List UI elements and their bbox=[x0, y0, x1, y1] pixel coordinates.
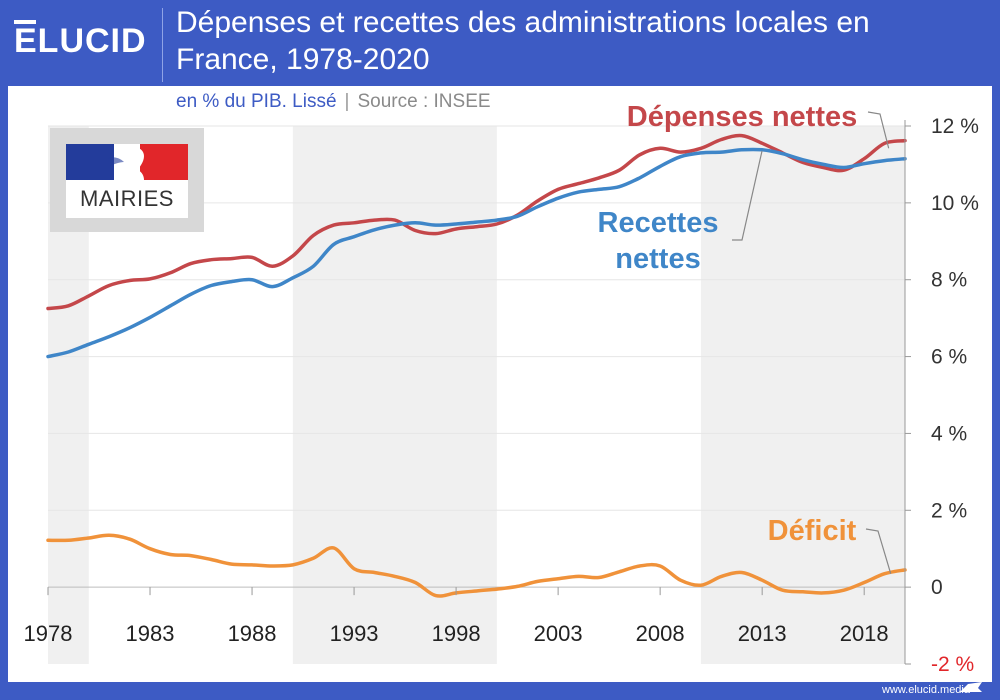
x-tick-label: 1978 bbox=[24, 621, 73, 646]
grid-lines bbox=[48, 125, 905, 588]
subtitle-unit: en % du PIB. Lissé bbox=[176, 91, 337, 112]
annotation-leader-deficit bbox=[865, 528, 892, 574]
x-axis-ticks: 1978 1983 1988 1993 1998 2003 2008 2013 2018 bbox=[24, 587, 889, 646]
series-annotations: Dépenses nettes Recettes nettes Déficit bbox=[598, 101, 892, 574]
x-tick-label: 1993 bbox=[330, 621, 379, 646]
y-tick-label: 12 % bbox=[931, 115, 979, 138]
y-tick-label: 2 % bbox=[931, 499, 967, 522]
brand-logo[interactable]: ELUCID bbox=[14, 22, 147, 60]
annotation-leader-depenses-nettes bbox=[867, 111, 890, 149]
elucid-flag-icon bbox=[960, 682, 982, 692]
chart-subtitle: en % du PIB. Lissé | Source : INSEE bbox=[176, 91, 491, 113]
mairies-badge: MAIRIES bbox=[50, 128, 204, 232]
logo-accent-bar bbox=[14, 20, 36, 24]
y-tick-label: 6 % bbox=[931, 346, 967, 369]
annotation-leader-recettes-nettes bbox=[732, 150, 763, 241]
annotation-deficit: Déficit bbox=[768, 515, 857, 547]
mairies-label: MAIRIES bbox=[66, 180, 188, 218]
series-line-deficit bbox=[46, 533, 907, 598]
series-line-recettes-nettes bbox=[46, 147, 907, 359]
y-tick-label: 4 % bbox=[931, 422, 967, 445]
series-lines bbox=[46, 133, 907, 598]
annotation-recettes-nettes: Recettes nettes bbox=[598, 207, 719, 275]
footer-url[interactable]: www.elucid.media bbox=[881, 684, 970, 696]
subtitle-separator: | bbox=[344, 91, 350, 112]
header-bar: ELUCID Dépenses et recettes des administ… bbox=[0, 0, 1000, 86]
subtitle-source: Source : INSEE bbox=[357, 91, 491, 112]
y-tick-label: -2 % bbox=[931, 653, 974, 676]
series-line-depenses-nettes bbox=[46, 133, 907, 311]
shaded-period-2 bbox=[700, 126, 905, 664]
shaded-period-1 bbox=[292, 126, 497, 664]
x-tick-label: 1988 bbox=[228, 621, 277, 646]
y-tick-label: 10 % bbox=[931, 192, 979, 215]
y-tick-label: 0 bbox=[931, 576, 943, 599]
page-title: Dépenses et recettes des administrations… bbox=[176, 6, 870, 76]
marianne-flag-icon bbox=[66, 144, 188, 180]
x-tick-label: 1983 bbox=[126, 621, 175, 646]
x-tick-label: 2018 bbox=[840, 621, 889, 646]
annotation-depenses-nettes: Dépenses nettes bbox=[627, 101, 858, 133]
x-tick-label: 2008 bbox=[636, 621, 685, 646]
x-tick-label: 1998 bbox=[432, 621, 481, 646]
y-tick-label: 8 % bbox=[931, 269, 967, 292]
x-tick-label: 2013 bbox=[738, 621, 787, 646]
header-divider bbox=[162, 8, 163, 82]
shaded-periods bbox=[48, 126, 905, 664]
x-tick-label: 2003 bbox=[534, 621, 583, 646]
y-axis-ticks: 12 % 10 % 8 % 6 % 4 % 2 % 0 -2 % bbox=[904, 115, 979, 676]
